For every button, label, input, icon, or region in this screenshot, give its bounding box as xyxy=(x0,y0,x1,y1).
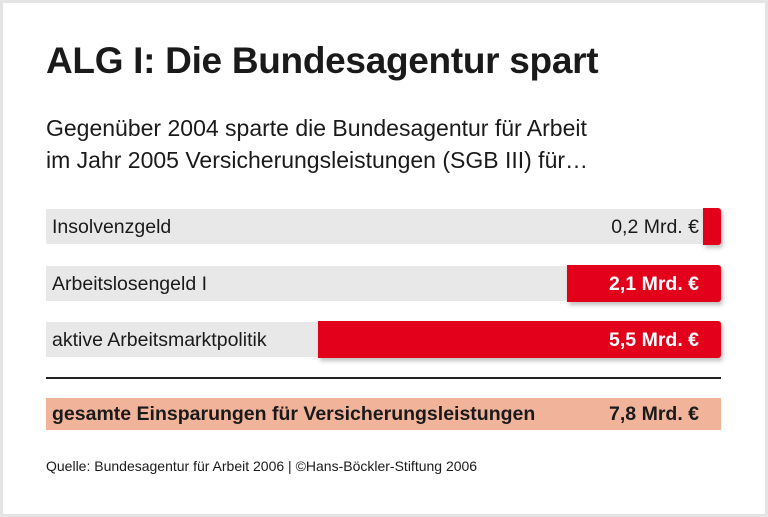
total-label: gesamte Einsparungen für Versicherungsle… xyxy=(52,403,536,425)
total-value: 7,8 Mrd. € xyxy=(609,403,699,425)
bar-row: aktive Arbeitsmarktpolitik 5,5 Mrd. € xyxy=(46,321,721,358)
category-label: Insolvenzgeld xyxy=(52,216,172,238)
subtitle-line-2: im Jahr 2005 Versicherungsleistungen (SG… xyxy=(46,147,589,173)
bar-row: Insolvenzgeld 0,2 Mrd. € xyxy=(46,208,721,245)
divider xyxy=(46,377,721,379)
bar-row: Arbeitslosengeld I 2,1 Mrd. € xyxy=(46,265,721,302)
total-row: gesamte Einsparungen für Versicherungsle… xyxy=(46,398,721,430)
chart-subtitle: Gegenüber 2004 sparte die Bundesagentur … xyxy=(46,112,588,176)
bar xyxy=(318,321,721,358)
category-label: Arbeitslosengeld I xyxy=(52,273,208,295)
data-label: 0,2 Mrd. € xyxy=(611,216,699,238)
chart-title: ALG I: Die Bundesagentur spart xyxy=(46,40,599,81)
subtitle-line-1: Gegenüber 2004 sparte die Bundesagentur … xyxy=(46,115,587,141)
source-note: Quelle: Bundesagentur für Arbeit 2006 | … xyxy=(46,458,478,474)
bar xyxy=(567,265,721,302)
bar xyxy=(703,208,721,245)
data-label: 2,1 Mrd. € xyxy=(609,273,699,295)
data-label: 5,5 Mrd. € xyxy=(609,329,699,351)
category-label: aktive Arbeitsmarktpolitik xyxy=(52,329,267,351)
